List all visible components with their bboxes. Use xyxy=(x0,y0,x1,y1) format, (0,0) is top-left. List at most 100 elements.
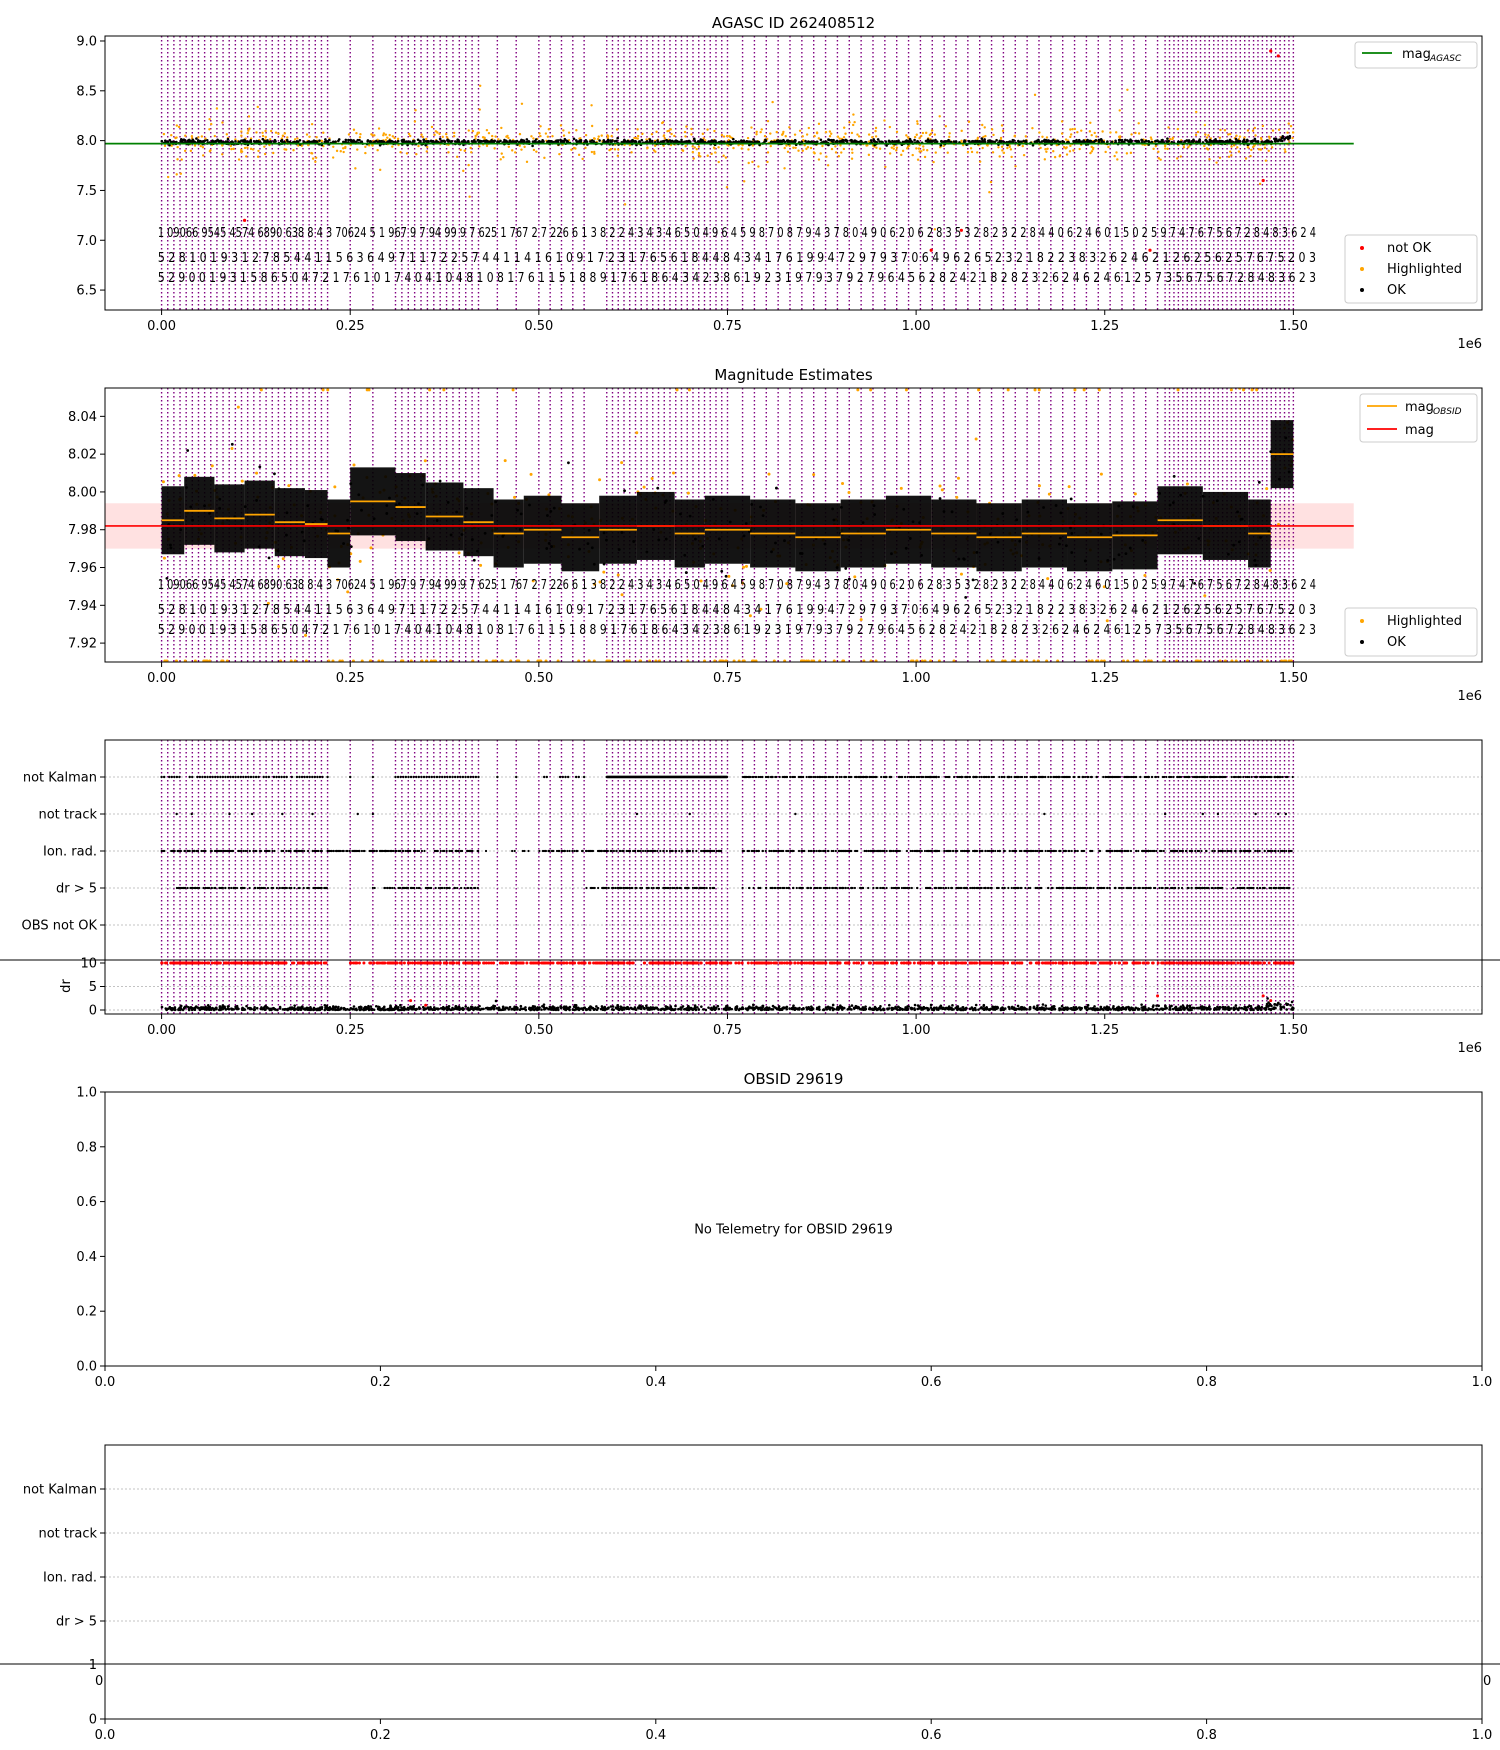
highlighted-point xyxy=(992,133,995,137)
highlighted-point xyxy=(1244,157,1248,160)
flag-point xyxy=(759,775,762,779)
flag-point xyxy=(566,849,569,853)
highlighted-point xyxy=(824,130,828,134)
flag-point xyxy=(1220,775,1223,779)
flag-point xyxy=(275,775,278,779)
highlighted-point xyxy=(268,138,272,141)
ok-point xyxy=(860,140,863,143)
flag-point xyxy=(1273,775,1276,779)
highlighted-point xyxy=(722,154,725,157)
ok-point xyxy=(1130,139,1134,143)
ok-point xyxy=(546,514,549,517)
ok-point xyxy=(255,139,258,143)
flag-point xyxy=(1279,775,1282,779)
ok-point xyxy=(397,502,401,506)
highlighted-point xyxy=(1229,388,1233,392)
flag-point xyxy=(1003,775,1006,779)
highlighted-point xyxy=(961,143,965,147)
highlighted-point xyxy=(625,659,629,662)
highlighted-point xyxy=(844,132,847,135)
ok-point xyxy=(1263,140,1266,144)
highlighted-point xyxy=(990,659,994,662)
highlighted-point xyxy=(240,130,243,133)
flag-point xyxy=(702,849,705,853)
highlighted-point xyxy=(269,129,273,133)
highlighted-point xyxy=(1230,145,1233,148)
p1-x-offset-label: 1e6 xyxy=(1457,337,1482,352)
highlighted-point xyxy=(1159,158,1162,161)
flag-point xyxy=(1125,775,1128,779)
ok-point xyxy=(902,507,906,511)
highlighted-point xyxy=(998,155,1001,158)
flag-point xyxy=(545,775,549,779)
ok-point xyxy=(982,140,985,144)
highlighted-point xyxy=(718,659,722,662)
flag-point xyxy=(1007,775,1010,779)
ok-point xyxy=(844,138,848,142)
ok-point xyxy=(847,538,851,542)
flag-point xyxy=(1130,775,1133,779)
ok-point xyxy=(761,514,765,518)
flag-point xyxy=(888,775,891,779)
flag-point xyxy=(234,775,237,779)
ok-point xyxy=(609,139,612,142)
highlighted-point xyxy=(1114,131,1118,134)
flag-point xyxy=(1218,775,1221,779)
flag-point xyxy=(1202,775,1206,779)
p1-xtick-label: 0.75 xyxy=(713,319,742,334)
highlighted-point xyxy=(1286,131,1289,134)
highlighted-point xyxy=(856,133,859,136)
ok-point xyxy=(665,139,669,142)
panel-agasc-magnitude: 1 09066 9545 4574 6890 638 8 4 3 70624 5… xyxy=(76,14,1483,352)
ok-point xyxy=(334,529,338,533)
highlighted-point xyxy=(1203,123,1207,127)
highlighted-point xyxy=(433,133,436,137)
highlighted-point xyxy=(190,135,194,138)
highlighted-point xyxy=(724,659,728,662)
highlighted-point xyxy=(699,579,703,583)
flag-point xyxy=(582,775,586,779)
highlighted-point xyxy=(901,149,905,153)
highlighted-point xyxy=(616,573,620,577)
highlighted-point xyxy=(915,659,919,662)
highlighted-point xyxy=(400,659,404,662)
flag-point xyxy=(1215,775,1218,779)
highlighted-point xyxy=(497,138,500,141)
highlighted-point xyxy=(478,84,482,87)
highlighted-point xyxy=(663,137,667,140)
highlighted-point xyxy=(1069,128,1072,131)
highlighted-point xyxy=(415,152,418,156)
highlighted-point xyxy=(279,659,283,662)
flag-point xyxy=(211,775,214,779)
flag-point xyxy=(311,812,314,816)
ok-point xyxy=(391,140,394,143)
highlighted-point xyxy=(161,480,165,484)
ok-point xyxy=(664,499,668,503)
flag-point xyxy=(1254,775,1257,779)
ok-point xyxy=(764,138,767,142)
highlighted-point xyxy=(500,152,503,155)
highlighted-point xyxy=(1073,388,1077,392)
highlighted-point xyxy=(1011,659,1015,662)
flag-point xyxy=(542,775,546,779)
highlighted-point xyxy=(487,131,491,135)
highlighted-point xyxy=(985,659,989,662)
flag-point xyxy=(160,775,163,779)
highlighted-point xyxy=(547,128,551,131)
ok-point xyxy=(357,493,361,497)
highlighted-point xyxy=(388,133,391,137)
flag-point xyxy=(191,775,194,779)
flag-point xyxy=(744,775,747,779)
ok-point xyxy=(346,518,349,522)
highlighted-point xyxy=(511,149,514,152)
highlighted-point xyxy=(296,137,299,140)
highlighted-point xyxy=(930,129,934,132)
ok-point xyxy=(606,140,610,143)
highlighted-point xyxy=(635,431,639,435)
highlighted-point xyxy=(220,659,224,662)
highlighted-point xyxy=(584,133,588,137)
ok-point xyxy=(217,140,221,144)
highlighted-point xyxy=(236,405,240,409)
flag-point xyxy=(417,775,421,779)
flag-point xyxy=(834,849,837,853)
